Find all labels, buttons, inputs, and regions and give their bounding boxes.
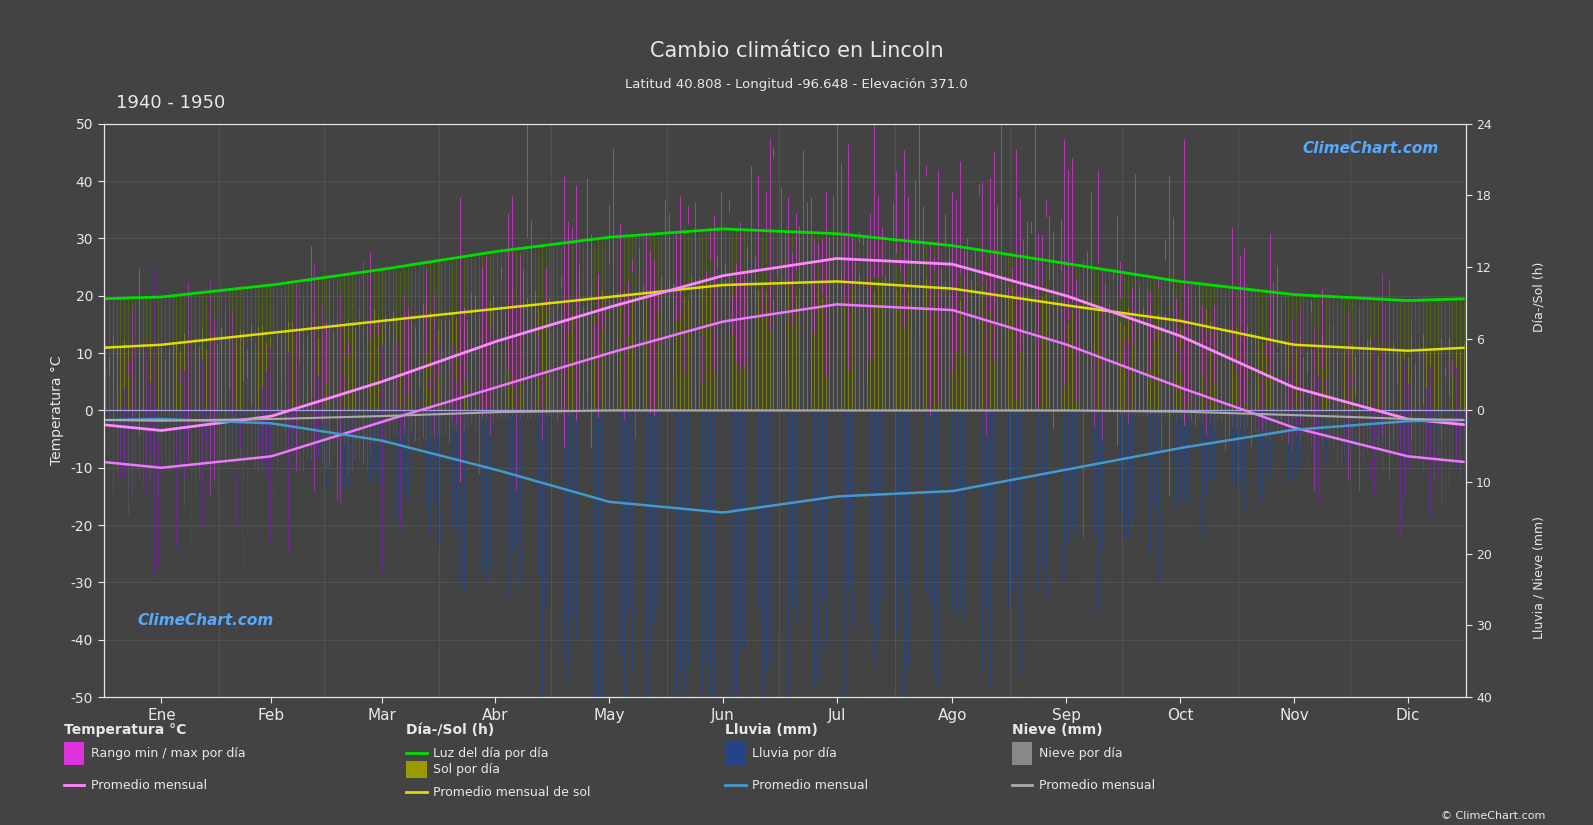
Text: Día-/Sol (h): Día-/Sol (h)	[1532, 262, 1545, 332]
Text: © ClimeChart.com: © ClimeChart.com	[1440, 811, 1545, 821]
Y-axis label: Temperatura °C: Temperatura °C	[49, 356, 64, 465]
Text: Lluvia por día: Lluvia por día	[752, 747, 836, 760]
Text: Temperatura °C: Temperatura °C	[64, 724, 186, 738]
Text: Lluvia (mm): Lluvia (mm)	[725, 724, 817, 738]
Text: 1940 - 1950: 1940 - 1950	[116, 94, 226, 112]
Text: Día-/Sol (h): Día-/Sol (h)	[406, 724, 494, 738]
Text: Nieve (mm): Nieve (mm)	[1012, 724, 1102, 738]
Text: Nieve por día: Nieve por día	[1039, 747, 1121, 760]
Text: Sol por día: Sol por día	[433, 763, 500, 776]
Text: Promedio mensual de sol: Promedio mensual de sol	[433, 785, 591, 799]
Text: Rango min / max por día: Rango min / max por día	[91, 747, 245, 760]
Text: Cambio climático en Lincoln: Cambio climático en Lincoln	[650, 41, 943, 61]
Text: Promedio mensual: Promedio mensual	[752, 779, 868, 792]
Text: ClimeChart.com: ClimeChart.com	[1301, 141, 1438, 156]
Text: ClimeChart.com: ClimeChart.com	[137, 613, 274, 629]
Text: Promedio mensual: Promedio mensual	[91, 779, 207, 792]
Text: Promedio mensual: Promedio mensual	[1039, 779, 1155, 792]
Text: Lluvia / Nieve (mm): Lluvia / Nieve (mm)	[1532, 516, 1545, 639]
Text: Luz del día por día: Luz del día por día	[433, 747, 550, 760]
Text: Latitud 40.808 - Longitud -96.648 - Elevación 371.0: Latitud 40.808 - Longitud -96.648 - Elev…	[624, 78, 969, 91]
